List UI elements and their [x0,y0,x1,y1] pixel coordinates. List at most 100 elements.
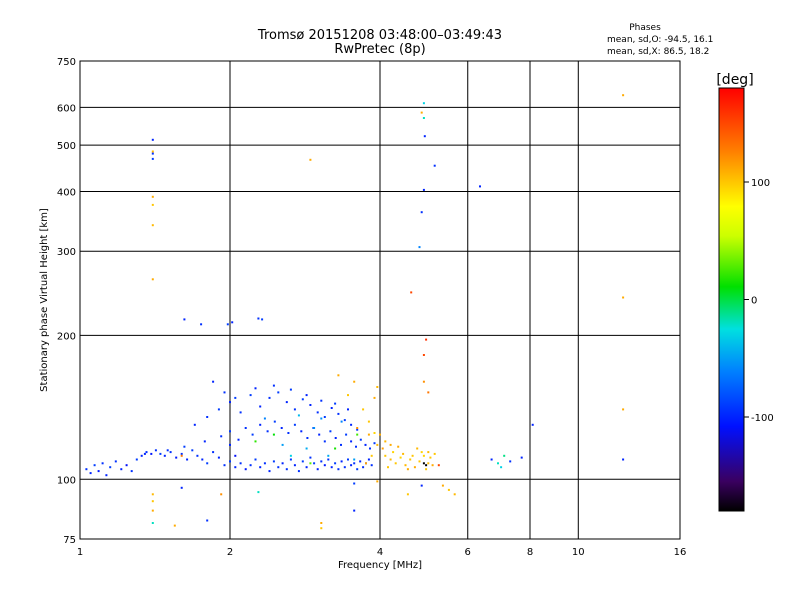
data-point [125,464,128,467]
data-point [254,440,257,443]
data-point [364,443,367,446]
data-point [285,401,288,404]
data-point [97,470,100,473]
data-point [353,380,356,383]
data-point [173,524,176,527]
data-point [373,396,376,399]
data-point [234,454,237,457]
data-point [367,433,370,436]
data-point [431,464,434,467]
data-point [330,466,333,469]
data-point [437,464,440,467]
data-point [320,460,323,463]
data-point [320,417,323,420]
data-point [237,438,240,441]
data-point [105,474,108,477]
data-point [422,462,425,465]
colorbar-tick-label: 0 [751,296,757,307]
data-point [367,458,370,461]
data-point [212,451,215,454]
data-point [343,466,346,469]
data-point [337,374,340,377]
data-point [334,447,337,450]
data-point [234,466,237,469]
data-point [289,458,292,461]
data-point [340,460,343,463]
data-point [186,458,189,461]
data-point [373,432,376,434]
data-point [151,195,154,198]
data-point [297,414,300,417]
data-point [369,447,371,450]
data-point [309,158,312,161]
data-point [259,466,262,469]
data-point [313,427,316,429]
data-point [175,456,178,459]
data-point [410,291,413,294]
data-point [340,443,342,446]
data-point [622,296,625,299]
data-point [272,384,275,387]
colorbar-tick-label: -100 [751,413,774,424]
data-point [151,224,154,227]
data-point [293,408,296,411]
data-point [263,417,266,420]
data-point [151,509,154,512]
data-point [350,423,353,426]
data-point [85,468,88,471]
data-point [622,408,625,411]
y-tick-label: 750 [57,57,76,68]
data-point [143,452,146,455]
data-point [114,460,117,463]
data-point [234,396,237,399]
data-point [356,428,359,431]
data-point [425,468,428,471]
data-point [479,185,481,188]
data-point [206,416,209,418]
data-point [353,458,356,461]
data-point [229,443,231,446]
data-point [193,423,196,426]
data-point [109,466,112,469]
colorbar [718,87,745,512]
data-point [355,445,357,448]
data-point [347,458,349,461]
data-point [327,454,330,457]
data-point [429,456,432,459]
x-tick-label: 2 [227,547,233,558]
data-point [229,401,231,404]
data-point [323,440,326,443]
chart-subtitle: RwPretec (8p) [334,42,425,57]
data-point [389,458,392,461]
data-point [356,427,359,429]
data-point [365,462,367,465]
data-point [420,484,423,487]
data-point [381,447,384,450]
data-point [151,157,154,160]
data-point [622,94,625,97]
data-point [151,522,154,524]
data-point [93,464,96,467]
data-point [231,321,234,324]
data-point [166,449,169,452]
stats-o: mean, sd,O: -94.5, 16.1 [607,35,713,45]
data-point [289,388,292,391]
data-point [359,438,362,441]
data-point [169,451,172,454]
data-point [244,427,247,429]
data-point [254,387,257,390]
data-point [223,391,226,394]
data-point [356,468,359,471]
data-point [373,442,376,445]
data-point [418,246,421,249]
data-point [316,411,319,414]
data-point [441,484,444,487]
data-point [316,468,319,471]
data-point [229,460,231,463]
data-point [422,454,425,457]
data-point [389,443,392,446]
data-point [384,454,387,457]
data-point [337,468,340,471]
y-axis-ticks: 75 100 200 300 400 500 600 750 [57,57,76,546]
